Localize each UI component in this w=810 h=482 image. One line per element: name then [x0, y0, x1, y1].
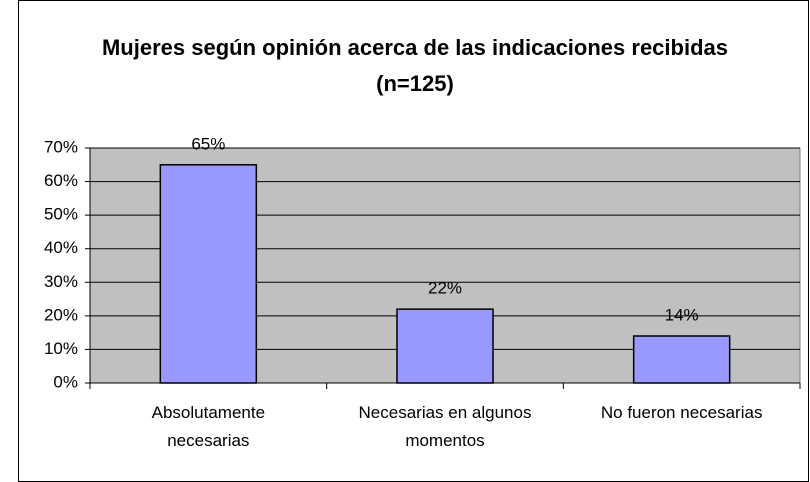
bar [396, 308, 494, 384]
y-tick-label: 40% [44, 238, 78, 257]
x-tick-label: Absolutamente necesarias [151, 403, 266, 450]
data-label: 14% [665, 305, 699, 324]
y-tick-label: 50% [44, 205, 78, 224]
chart-title: Mujeres según opinión acerca de las indi… [101, 35, 728, 96]
y-tick-label: 60% [44, 171, 78, 190]
y-tick-label: 30% [44, 272, 78, 291]
x-tick-label: No fueron necesarias [600, 403, 763, 422]
bar [632, 335, 731, 384]
data-label: 22% [428, 279, 462, 298]
bar [159, 164, 258, 384]
y-tick-label: 10% [44, 339, 78, 358]
y-tick-label: 20% [44, 305, 78, 324]
y-tick-label: 0% [53, 372, 78, 391]
x-tick-label: Necesarias en algunos momentos [358, 403, 532, 450]
y-tick-label: 70% [44, 137, 78, 156]
data-label: 65% [191, 134, 225, 153]
chart-title-box: Mujeres según opinión acerca de las indi… [65, 30, 765, 102]
